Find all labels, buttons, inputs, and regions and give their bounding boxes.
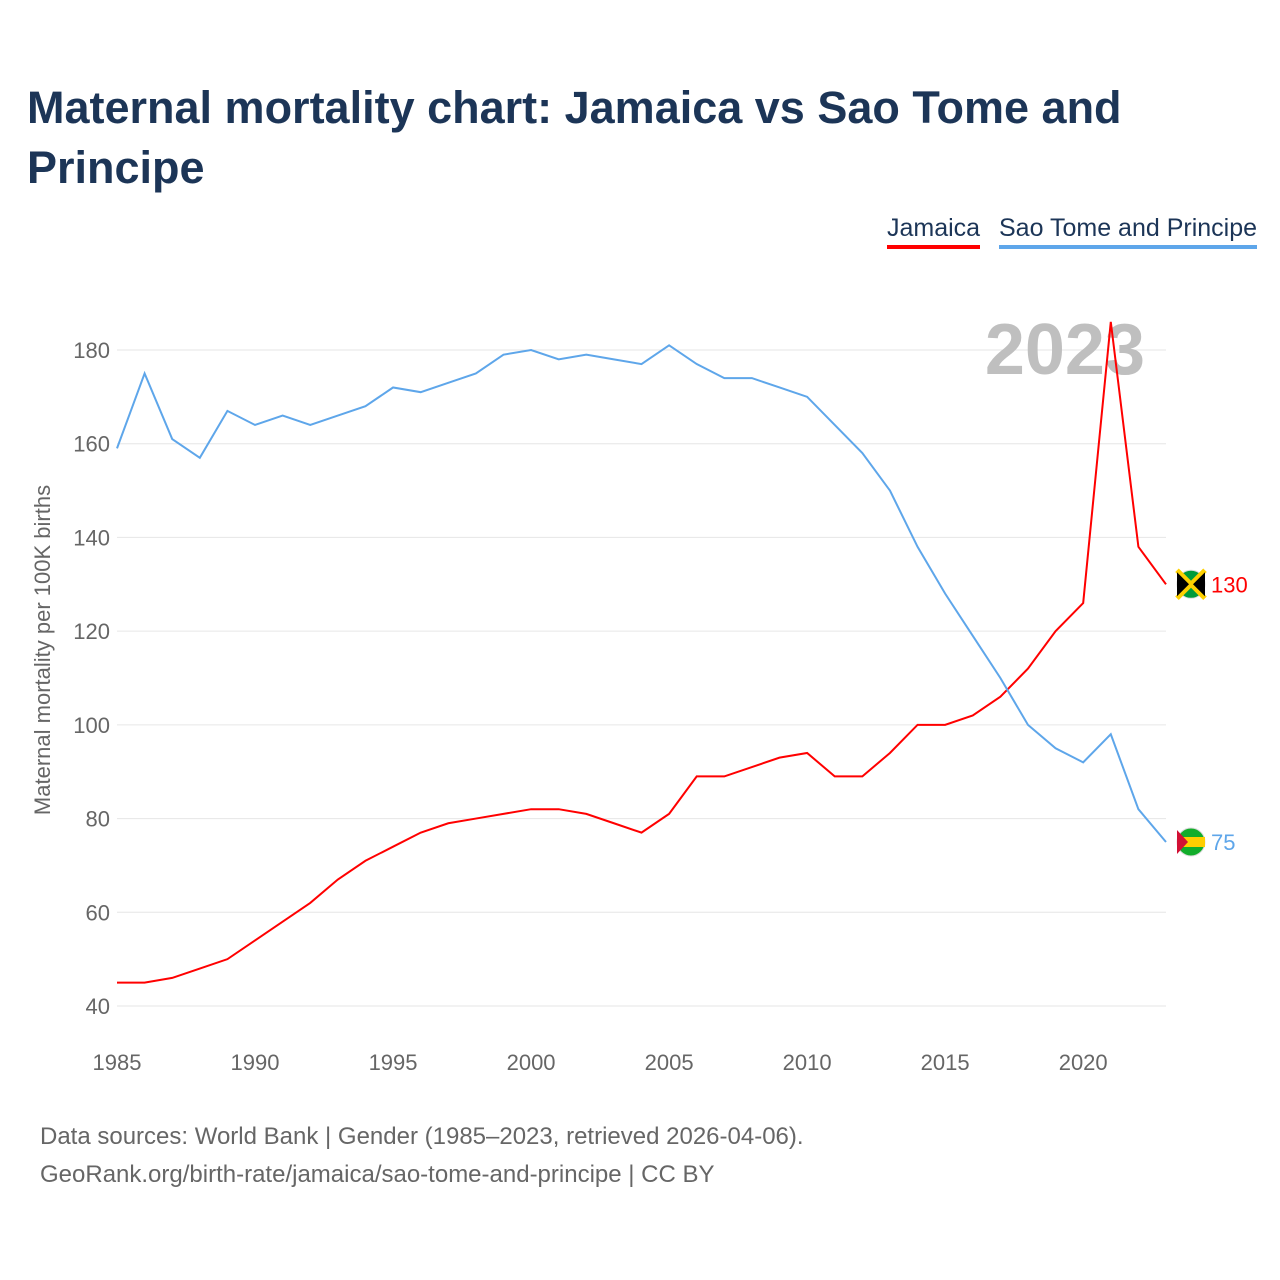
y-tick-label: 160 [73,432,110,457]
y-tick-label: 140 [73,525,110,550]
legend-jamaica[interactable]: Jamaica [887,214,981,249]
x-tick-label: 2000 [507,1050,556,1075]
flag-triangle [1177,830,1188,854]
y-tick-label: 60 [86,900,110,925]
end-value-label: 75 [1211,830,1235,855]
legend-sao-tome[interactable]: Sao Tome and Principe [999,214,1258,249]
x-tick-label: 2015 [921,1050,970,1075]
series-line-jamaica [117,321,1167,984]
x-tick-label: 1990 [231,1050,280,1075]
x-tick-label: 1985 [93,1050,142,1075]
flag-band [1177,837,1205,847]
y-tick-label: 120 [73,619,110,644]
x-tick-label: 2010 [783,1050,832,1075]
chart-title: Maternal mortality chart: Jamaica vs Sao… [27,82,1122,193]
y-tick-label: 180 [73,338,110,363]
y-axis-label: Maternal mortality per 100K births [30,485,55,815]
x-tick-label: 1995 [369,1050,418,1075]
y-tick-label: 100 [73,713,110,738]
flag-triangles [1177,572,1205,597]
footer-url[interactable]: GeoRank.org/birth-rate/jamaica/sao-tome-… [40,1161,715,1188]
year-watermark: 2023 [985,310,1145,390]
footer: Data sources: World Bank | Gender (1985–… [40,1118,804,1194]
y-tick-label: 80 [86,807,110,832]
series-line-sao-tome [116,344,1167,843]
x-tick-label: 2005 [645,1050,694,1075]
y-tick-label: 40 [86,994,110,1019]
footer-source: Data sources: World Bank | Gender (1985–… [40,1123,804,1150]
end-value-label: 130 [1211,572,1248,597]
x-tick-label: 2020 [1059,1050,1108,1075]
flag-cross [1175,568,1207,601]
